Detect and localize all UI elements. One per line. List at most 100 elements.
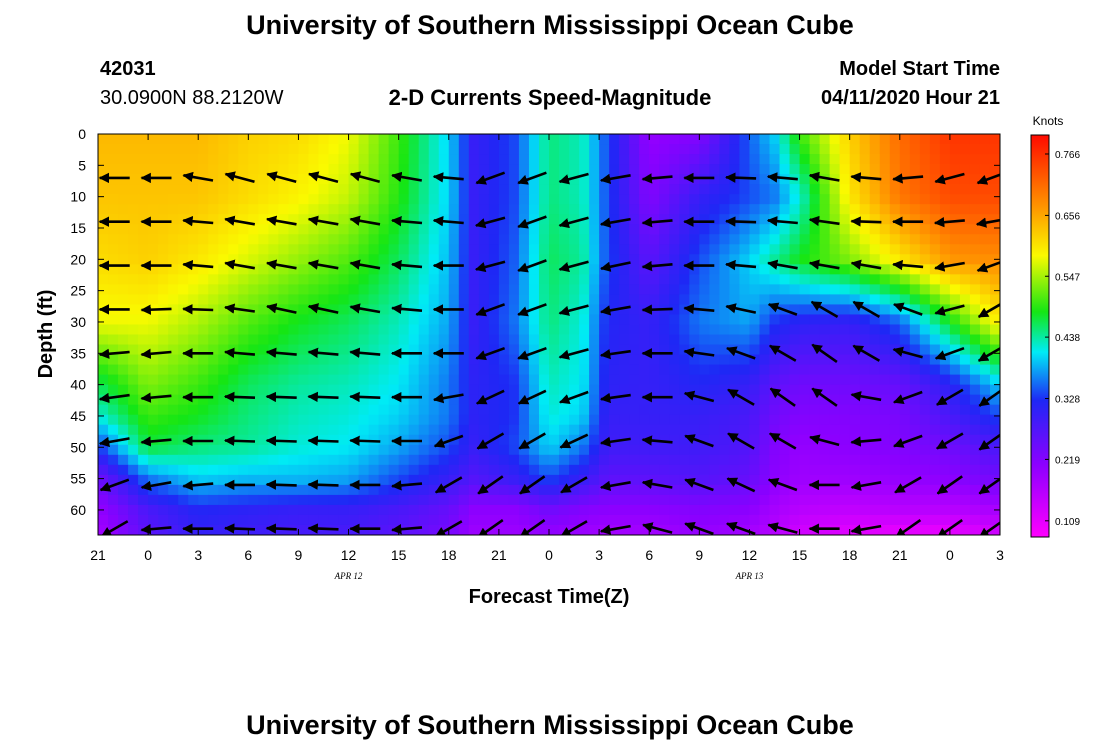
heatmap-cell [198, 224, 209, 235]
heatmap-cell [819, 474, 831, 486]
heatmap-cell [98, 454, 109, 466]
heatmap-cell [488, 514, 500, 526]
heatmap-cell [258, 444, 269, 456]
heatmap-cell [959, 504, 971, 516]
heatmap-cell [669, 184, 680, 195]
heatmap-cell [528, 284, 540, 296]
heatmap-cell [579, 304, 590, 316]
heatmap-cell [448, 164, 460, 175]
heatmap-cell [408, 474, 420, 486]
heatmap-cell [589, 154, 600, 165]
heatmap-cell [929, 334, 941, 346]
heatmap-cell [759, 524, 771, 535]
heatmap-cell [438, 264, 450, 275]
heatmap-cell [569, 254, 580, 265]
heatmap-cell [278, 234, 290, 245]
heatmap-cell [879, 264, 891, 275]
heatmap-cell [949, 324, 961, 336]
heatmap-cell [168, 474, 179, 486]
heatmap-cell [348, 484, 360, 496]
heatmap-cell [579, 184, 590, 195]
heatmap-cell [218, 424, 229, 436]
heatmap-cell [218, 354, 229, 366]
heatmap-cell [859, 314, 871, 326]
heatmap-cell [859, 514, 871, 526]
heatmap-cell [188, 314, 199, 326]
heatmap-cell [288, 494, 300, 506]
heatmap-cell [589, 254, 600, 265]
heatmap-cell [659, 344, 670, 356]
date-label: APR 12 [334, 571, 363, 581]
heatmap-cell [468, 394, 480, 406]
heatmap-cell [789, 314, 801, 326]
heatmap-cell [528, 254, 540, 265]
heatmap-cell [178, 504, 189, 516]
heatmap-cell [148, 414, 159, 426]
heatmap-cell [538, 184, 550, 195]
heatmap-cell [298, 344, 310, 356]
heatmap-cell [388, 274, 400, 285]
heatmap-cell [398, 474, 410, 486]
current-vector-arrow [599, 392, 631, 404]
heatmap-cell [769, 504, 781, 516]
heatmap-cell [679, 394, 690, 406]
heatmap-cell [298, 204, 310, 215]
heatmap-cell [559, 374, 570, 386]
heatmap-cell [348, 424, 360, 436]
heatmap-cell [388, 464, 400, 476]
heatmap-cell [969, 414, 981, 426]
heatmap-cell [549, 474, 560, 486]
heatmap-cell [759, 144, 771, 155]
heatmap-cell [508, 254, 520, 265]
heatmap-cell [488, 394, 500, 406]
heatmap-cell [168, 444, 179, 456]
heatmap-cell [378, 364, 390, 376]
heatmap-cell [188, 254, 199, 265]
heatmap-cell [969, 194, 981, 205]
heatmap-cell [328, 144, 340, 155]
heatmap-cell [528, 314, 540, 326]
heatmap-cell [458, 154, 470, 165]
heatmap-cell [378, 314, 390, 326]
heatmap-cell [669, 294, 680, 306]
heatmap-cell [899, 224, 911, 235]
heatmap-cell [989, 214, 1000, 225]
current-vector-arrow [808, 259, 840, 270]
current-vector-arrow [349, 215, 381, 226]
heatmap-cell [158, 344, 169, 356]
heatmap-cell [699, 244, 710, 255]
heatmap-cell [508, 224, 520, 235]
heatmap-cell [318, 424, 330, 436]
heatmap-cell [528, 494, 540, 506]
heatmap-cell [629, 354, 640, 366]
heatmap-cell [559, 364, 570, 376]
current-vector-arrow [307, 479, 339, 490]
heatmap-cell [308, 364, 320, 376]
heatmap-cell [709, 344, 720, 356]
heatmap-cell [268, 444, 279, 456]
heatmap-cell [879, 144, 891, 155]
heatmap-cell [759, 154, 771, 165]
heatmap-cell [308, 424, 320, 436]
heatmap-cell [368, 454, 380, 466]
heatmap-cell [859, 164, 871, 175]
heatmap-cell [278, 204, 290, 215]
heatmap-cell [358, 414, 370, 426]
heatmap-cell [649, 274, 660, 285]
heatmap-cell [689, 314, 700, 326]
heatmap-cell [959, 184, 971, 195]
heatmap-cell [939, 424, 951, 436]
heatmap-cell [879, 324, 891, 336]
heatmap-cell [639, 484, 650, 496]
heatmap-cell [348, 404, 360, 416]
heatmap-cell [839, 274, 851, 285]
heatmap-cell [589, 274, 600, 285]
heatmap-cell [569, 364, 580, 376]
heatmap-cell [388, 254, 400, 265]
heatmap-cell [939, 374, 951, 386]
heatmap-cell [408, 364, 420, 376]
heatmap-cell [518, 164, 530, 175]
heatmap-cell [819, 424, 831, 436]
heatmap-cell [468, 384, 480, 396]
heatmap-cell [549, 484, 560, 496]
